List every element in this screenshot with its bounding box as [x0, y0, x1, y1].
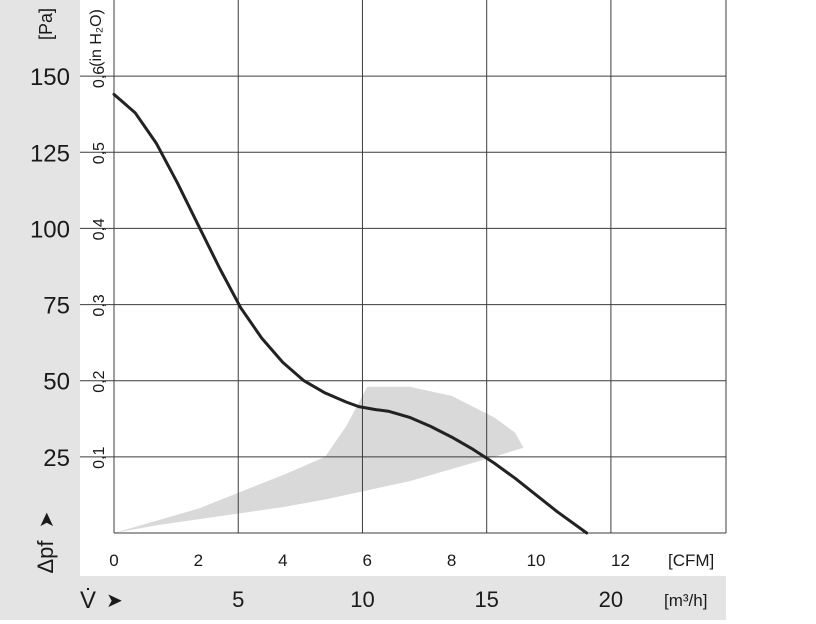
curve-layer — [112, 92, 589, 535]
grid-layer — [80, 0, 727, 534]
x-tick-label-cfm: 2 — [194, 551, 203, 570]
y-axis-label-delta-pf: Δpf — [33, 540, 58, 574]
performance-curve — [112, 92, 589, 535]
x-tick-label-cfm: 0 — [109, 551, 118, 570]
y-tick-label-inh2o: 0,2 — [91, 370, 108, 392]
y-tick-label-inh2o: 0,6 — [91, 66, 108, 88]
y-tick-label-pa: 75 — [43, 293, 70, 320]
y-tick-label-inh2o: 0,1 — [91, 447, 108, 469]
y-tick-label-pa: 100 — [30, 216, 70, 243]
x-tick-label-cfm: 12 — [611, 551, 630, 570]
y-tick-label-pa: 125 — [30, 140, 70, 167]
x-axis-arrow-icon: ➤ — [106, 590, 123, 612]
y-tick-label-inh2o: 0,4 — [91, 218, 108, 240]
x-tick-label-m3h: 20 — [599, 587, 623, 612]
y-axis-panel — [0, 0, 80, 576]
y-tick-label-pa: 25 — [43, 445, 70, 472]
y-axis-unit-inh2o: (in H₂O) — [88, 9, 105, 67]
y-tick-label-pa: 50 — [43, 369, 70, 396]
x-tick-label-m3h: 10 — [350, 587, 374, 612]
x-tick-label-m3h: 15 — [474, 587, 498, 612]
x-axis-unit-m3h: [m³/h] — [664, 591, 707, 610]
y-axis-arrow-icon: ➤ — [36, 512, 58, 529]
x-tick-label-cfm: 8 — [447, 551, 456, 570]
x-tick-label-cfm: 4 — [278, 551, 287, 570]
operating-region-layer — [114, 386, 524, 533]
y-axis-unit-pa: [Pa] — [36, 8, 56, 40]
operating-region — [114, 386, 524, 533]
x-axis-panel — [0, 576, 726, 620]
x-tick-label-m3h: 5 — [232, 587, 244, 612]
y-tick-label-pa: 150 — [30, 64, 70, 91]
x-axis-unit-cfm: [CFM] — [668, 551, 714, 570]
y-tick-label-inh2o: 0,3 — [91, 294, 108, 316]
x-axis-label-vdot: V̇ — [80, 586, 96, 614]
x-tick-label-cfm: 6 — [363, 551, 372, 570]
x-tick-label-cfm: 10 — [527, 551, 546, 570]
y-tick-label-inh2o: 0,5 — [91, 142, 108, 164]
